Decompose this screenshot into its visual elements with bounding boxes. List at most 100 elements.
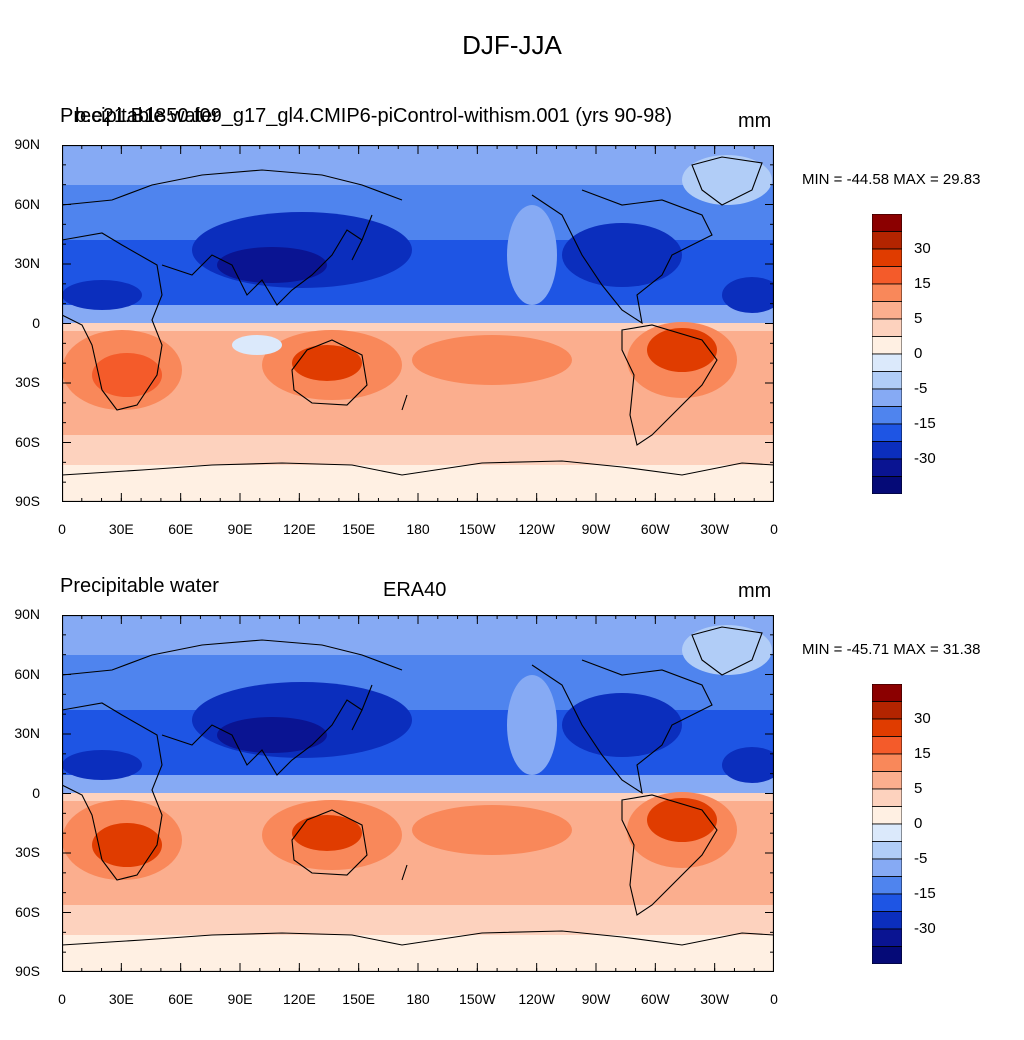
lon-tick-label: 0 (58, 521, 66, 537)
lon-tick-label: 0 (770, 991, 778, 1007)
lon-tick-label: 90W (581, 521, 611, 537)
colorbar-box (871, 371, 903, 390)
lat-tick-label: 60S (15, 903, 40, 920)
colorbar-box (871, 753, 903, 772)
lon-tick-label: 180 (406, 521, 430, 537)
colorbar-tick-label: 5 (914, 780, 923, 797)
lon-tick-label: 120E (282, 521, 316, 537)
colorbar-box (871, 911, 903, 930)
colorbar-box (871, 841, 903, 860)
lon-tick-label: 150E (342, 991, 375, 1007)
colorbar-tick-label: -15 (914, 415, 936, 432)
lat-tick-label: 90S (15, 493, 40, 509)
panel-left-label: Precipitable water (60, 575, 219, 597)
lon-tick-label: 0 (770, 521, 778, 537)
lon-tick-label: 120E (282, 991, 316, 1007)
lon-tick-label: 60W (640, 521, 670, 537)
colorbar-box (871, 928, 903, 947)
colorbar-box (871, 388, 903, 407)
lon-tick-label: 30W (700, 991, 730, 1007)
lon-tick-label: 150W (459, 991, 496, 1007)
colorbar-box (871, 788, 903, 807)
colorbar-box (871, 458, 903, 477)
colorbar-tick-label: -5 (914, 380, 928, 397)
lon-tick-label: 0 (58, 991, 66, 1007)
lon-tick-label: 90E (227, 991, 253, 1007)
colorbar-box (871, 858, 903, 877)
lon-tick-label: 180 (406, 991, 430, 1007)
lat-tick-label: 30S (15, 844, 40, 860)
panel-units-label: mm (738, 580, 772, 602)
lat-tick-label: 60S (15, 433, 40, 450)
lat-tick-label: 90N (14, 136, 40, 152)
colorbar-tick-label: -15 (914, 885, 936, 902)
lat-tick-label: 30S (15, 374, 40, 390)
era40-panel: Precipitable water ERA40 mm MIN = -45.71… (0, 570, 1024, 1040)
panel-center-label: b.e21.B1850.f09_g17_gl4.CMIP6-piControl-… (75, 105, 672, 127)
colorbar-box (871, 441, 903, 460)
colorbar-box (871, 718, 903, 737)
colorbar-box (871, 213, 903, 232)
colorbar-box (871, 876, 903, 895)
colorbar-tick-label: 0 (914, 815, 923, 832)
min-max-readout: MIN = -45.71 MAX = 31.38 (802, 641, 981, 658)
map-plot (62, 615, 774, 972)
colorbar-tick-label: -30 (914, 450, 936, 467)
lat-tick-label: 60N (14, 195, 40, 212)
lat-tick-label: 30N (14, 725, 40, 741)
colorbar-box (871, 423, 903, 442)
colorbar-tick-label: 5 (914, 310, 923, 327)
min-max-readout: MIN = -44.58 MAX = 29.83 (802, 171, 981, 188)
lon-tick-label: 60E (168, 991, 194, 1007)
lon-tick-label: 120W (518, 521, 555, 537)
colorbar-tick-label: 15 (914, 745, 931, 762)
colorbar-box (871, 318, 903, 337)
lon-tick-label: 30E (108, 521, 134, 537)
colorbar-tick-label: 30 (914, 240, 931, 257)
colorbar-box (871, 701, 903, 720)
figure-title: DJF-JJA (462, 30, 562, 60)
colorbar-tick-label: 15 (914, 275, 931, 292)
panel-left-label: Precipitable water (60, 105, 219, 127)
panel-units-label: mm (738, 110, 772, 132)
lon-tick-label: 60W (640, 991, 670, 1007)
colorbar-box (871, 771, 903, 790)
colorbar (871, 683, 903, 965)
lon-tick-label: 60E (168, 521, 194, 537)
colorbar (871, 213, 903, 495)
lon-tick-label: 30W (700, 521, 730, 537)
lon-tick-label: 120W (518, 991, 555, 1007)
colorbar-box (871, 283, 903, 302)
colorbar-box (871, 806, 903, 825)
colorbar-box (871, 476, 903, 495)
lon-tick-label: 150W (459, 521, 496, 537)
colorbar-tick-label: -30 (914, 920, 936, 937)
colorbar-box (871, 406, 903, 425)
colorbar-box (871, 301, 903, 320)
colorbar-box (871, 893, 903, 912)
lat-tick-label: 0 (32, 784, 40, 801)
map-plot (62, 145, 774, 502)
colorbar-box (871, 736, 903, 755)
lon-tick-label: 90W (581, 991, 611, 1007)
model-panel: Precipitable water b.e21.B1850.f09_g17_g… (0, 100, 1024, 570)
precipitable-water-map (62, 615, 774, 972)
precipitable-water-map (62, 145, 774, 502)
colorbar-box (871, 823, 903, 842)
colorbar-box (871, 336, 903, 355)
colorbar-box (871, 353, 903, 372)
lon-tick-label: 30E (108, 991, 134, 1007)
colorbar-tick-label: 30 (914, 710, 931, 727)
lat-tick-label: 30N (14, 255, 40, 271)
lon-tick-label: 150E (342, 521, 375, 537)
lat-tick-label: 90N (14, 606, 40, 622)
panel-center-label: ERA40 (383, 579, 447, 601)
colorbar-box (871, 946, 903, 965)
colorbar-box (871, 231, 903, 250)
colorbar-box (871, 683, 903, 702)
colorbar-box (871, 248, 903, 267)
colorbar-box (871, 266, 903, 285)
lat-tick-label: 90S (15, 963, 40, 979)
colorbar-tick-label: -5 (914, 850, 928, 867)
lat-tick-label: 60N (14, 665, 40, 682)
